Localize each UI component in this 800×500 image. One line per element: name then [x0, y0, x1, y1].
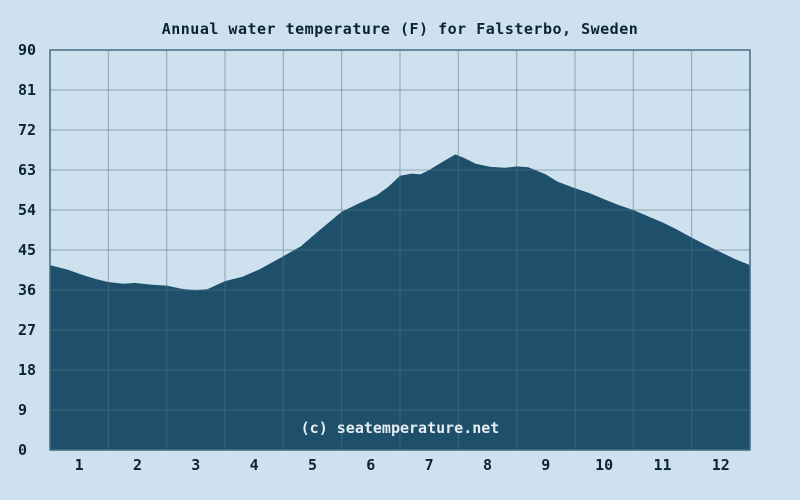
y-axis-tick-label: 45 [18, 241, 36, 259]
y-axis-tick-label: 72 [18, 121, 36, 139]
watermark: (c) seatemperature.net [300, 419, 500, 437]
y-axis-tick-label: 63 [18, 161, 36, 179]
y-axis-tick-label: 9 [18, 401, 27, 419]
y-axis-tick-label: 54 [18, 201, 36, 219]
y-axis-tick-label: 0 [18, 441, 27, 459]
x-axis-tick-label: 9 [541, 456, 550, 474]
x-axis-tick-label: 2 [133, 456, 142, 474]
y-axis-tick-label: 18 [18, 361, 36, 379]
y-axis-tick-label: 27 [18, 321, 36, 339]
x-axis-tick-label: 7 [425, 456, 434, 474]
x-axis-tick-label: 8 [483, 456, 492, 474]
x-axis-tick-label: 1 [75, 456, 84, 474]
y-axis-tick-label: 81 [18, 81, 36, 99]
x-axis-tick-label: 5 [308, 456, 317, 474]
x-axis-tick-label: 3 [191, 456, 200, 474]
chart-title: Annual water temperature (F) for Falster… [161, 20, 639, 38]
x-axis-tick-label: 6 [366, 456, 375, 474]
y-axis-tick-label: 90 [18, 41, 36, 59]
x-axis-tick-label: 12 [712, 456, 730, 474]
plot-frame [49, 49, 751, 451]
x-axis-tick-label: 10 [595, 456, 613, 474]
y-axis-tick-label: 36 [18, 281, 36, 299]
x-axis-tick-label: 4 [250, 456, 259, 474]
x-axis-tick-label: 11 [653, 456, 671, 474]
